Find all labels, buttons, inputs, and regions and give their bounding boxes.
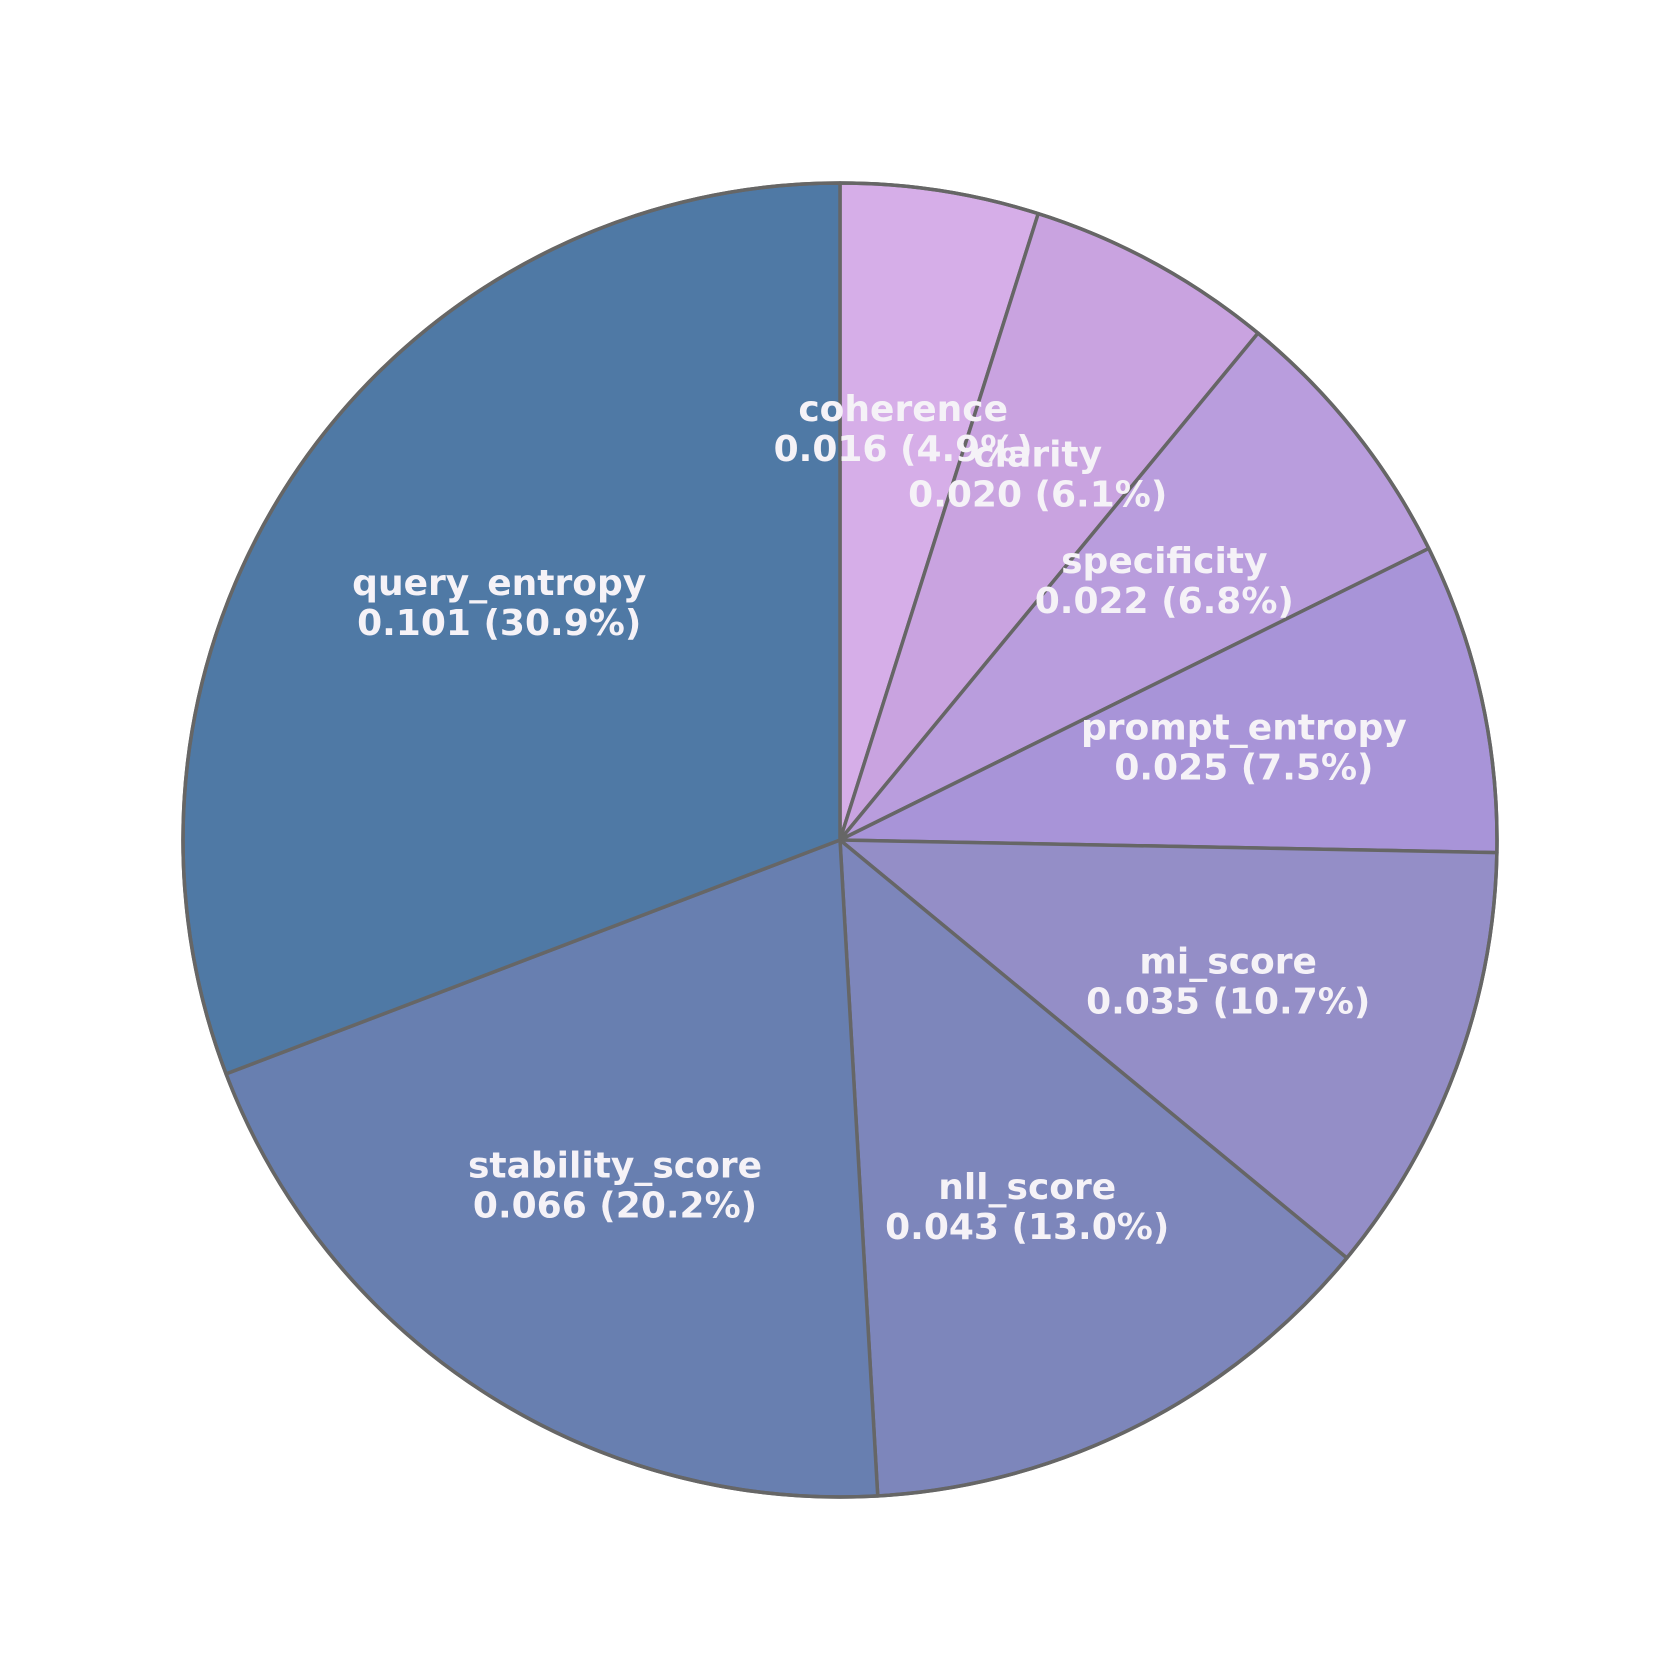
slice-value-label: 0.043 (13.0%)	[885, 1207, 1169, 1248]
pie-outline	[181, 181, 1499, 1499]
slice-value-label: 0.020 (6.1%)	[908, 474, 1167, 515]
slice-name-label: query_entropy	[352, 563, 646, 604]
slice-name-label: clarity	[973, 434, 1102, 475]
slice-value-label: 0.025 (7.5%)	[1114, 748, 1373, 789]
slice-value-label: 0.035 (10.7%)	[1086, 982, 1370, 1023]
slice-value-label: 0.022 (6.8%)	[1035, 581, 1294, 622]
slice-name-label: nll_score	[938, 1167, 1116, 1208]
pie-slices	[181, 181, 1499, 1499]
slice-value-label: 0.016 (4.9%)	[774, 429, 1033, 470]
slice-name-label: prompt_entropy	[1081, 708, 1407, 749]
slice-name-label: specificity	[1061, 541, 1267, 582]
slice-name-label: stability_score	[468, 1145, 762, 1186]
slice-name-label: mi_score	[1139, 942, 1317, 983]
slice-name-label: coherence	[798, 389, 1008, 430]
slice-value-label: 0.101 (30.9%)	[357, 603, 641, 644]
slice-value-label: 0.066 (20.2%)	[473, 1185, 757, 1226]
